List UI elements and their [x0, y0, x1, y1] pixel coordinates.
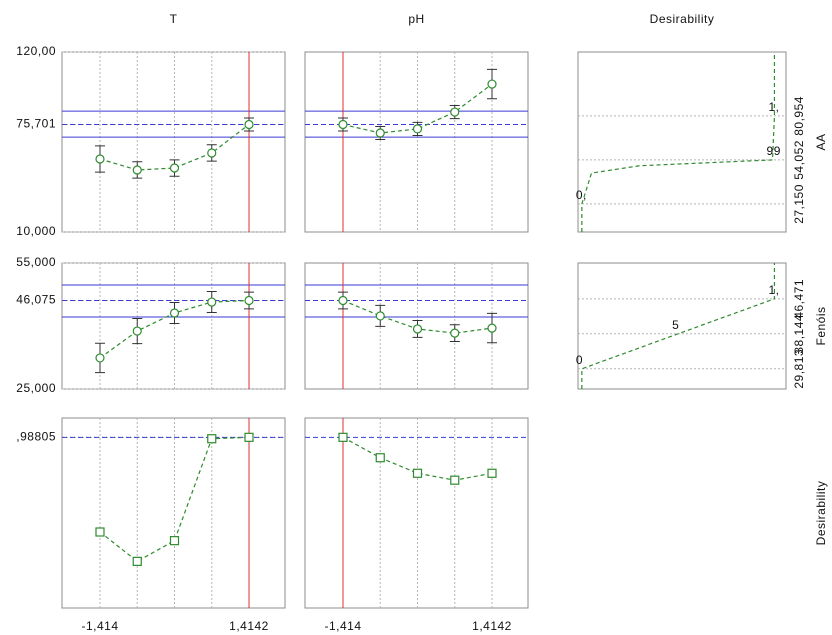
- annotation: 5: [672, 318, 679, 332]
- marker: [169, 308, 180, 318]
- marker: [450, 475, 460, 485]
- annotation: 0,: [576, 188, 587, 202]
- panel-frame: [577, 51, 787, 233]
- annotation: 99: [767, 144, 781, 158]
- marker: [450, 107, 460, 117]
- panel-frame: [304, 417, 529, 609]
- y-tick-label: 75,701: [16, 117, 56, 131]
- marker: [412, 124, 423, 134]
- desirability-curve: [581, 52, 776, 232]
- marker: [132, 556, 142, 566]
- y-tick-label: 120,00: [16, 44, 56, 58]
- panel-frame: [577, 262, 787, 390]
- marker: [375, 311, 385, 321]
- y-tick-label: 27,150: [792, 184, 806, 224]
- panel-frame: [304, 51, 529, 233]
- y-tick-label: 29,813: [792, 349, 806, 389]
- marker: [169, 536, 180, 546]
- y-tick-label: 54,052: [792, 140, 806, 180]
- panel-frame: [61, 417, 286, 609]
- y-tick-label: 80,954: [792, 96, 806, 136]
- marker: [338, 295, 348, 306]
- marker: [132, 165, 142, 175]
- marker: [338, 432, 348, 442]
- x-tick-label: -1,414: [324, 619, 361, 633]
- profile-line: [99, 436, 250, 563]
- marker: [207, 297, 217, 307]
- column-title: T: [170, 12, 178, 26]
- y-tick-label: 46,471: [792, 279, 806, 319]
- marker: [132, 326, 142, 336]
- row-title: Fenóis: [814, 306, 828, 345]
- marker: [375, 453, 385, 463]
- marker: [95, 527, 105, 537]
- marker: [244, 432, 254, 442]
- panel-frame: [61, 262, 286, 390]
- desirability-curve: [581, 263, 776, 389]
- panel-frame: [61, 51, 286, 233]
- x-tick-label: 1,4142: [229, 619, 269, 633]
- marker: [450, 328, 460, 338]
- column-title: pH: [408, 12, 424, 26]
- marker: [207, 148, 217, 158]
- marker: [95, 154, 105, 164]
- y-tick-label: 10,000: [16, 224, 56, 238]
- marker: [244, 295, 254, 306]
- marker: [487, 323, 497, 333]
- marker: [412, 468, 423, 478]
- marker: [338, 119, 348, 130]
- annotation: 0: [576, 353, 583, 367]
- marker: [487, 468, 497, 478]
- y-tick-label: 55,000: [16, 255, 56, 269]
- marker: [95, 353, 105, 363]
- row-title: Desirability: [814, 481, 828, 546]
- y-tick-label: ,98805: [16, 430, 56, 444]
- y-tick-label: 38,144: [792, 314, 806, 354]
- column-title: Desirability: [650, 12, 715, 26]
- x-tick-label: -1,414: [81, 619, 118, 633]
- marker: [244, 119, 254, 130]
- marker: [487, 79, 497, 89]
- marker: [412, 324, 423, 334]
- marker: [375, 128, 385, 138]
- x-tick-label: 1,4142: [472, 619, 512, 633]
- marker: [169, 163, 180, 173]
- annotation: 1,: [768, 283, 779, 297]
- profile-line: [342, 436, 493, 481]
- row-title: AA: [814, 133, 828, 150]
- marker: [207, 434, 217, 444]
- y-tick-label: 46,075: [16, 293, 56, 307]
- y-tick-label: 25,000: [16, 381, 56, 395]
- annotation: 1,: [768, 100, 779, 114]
